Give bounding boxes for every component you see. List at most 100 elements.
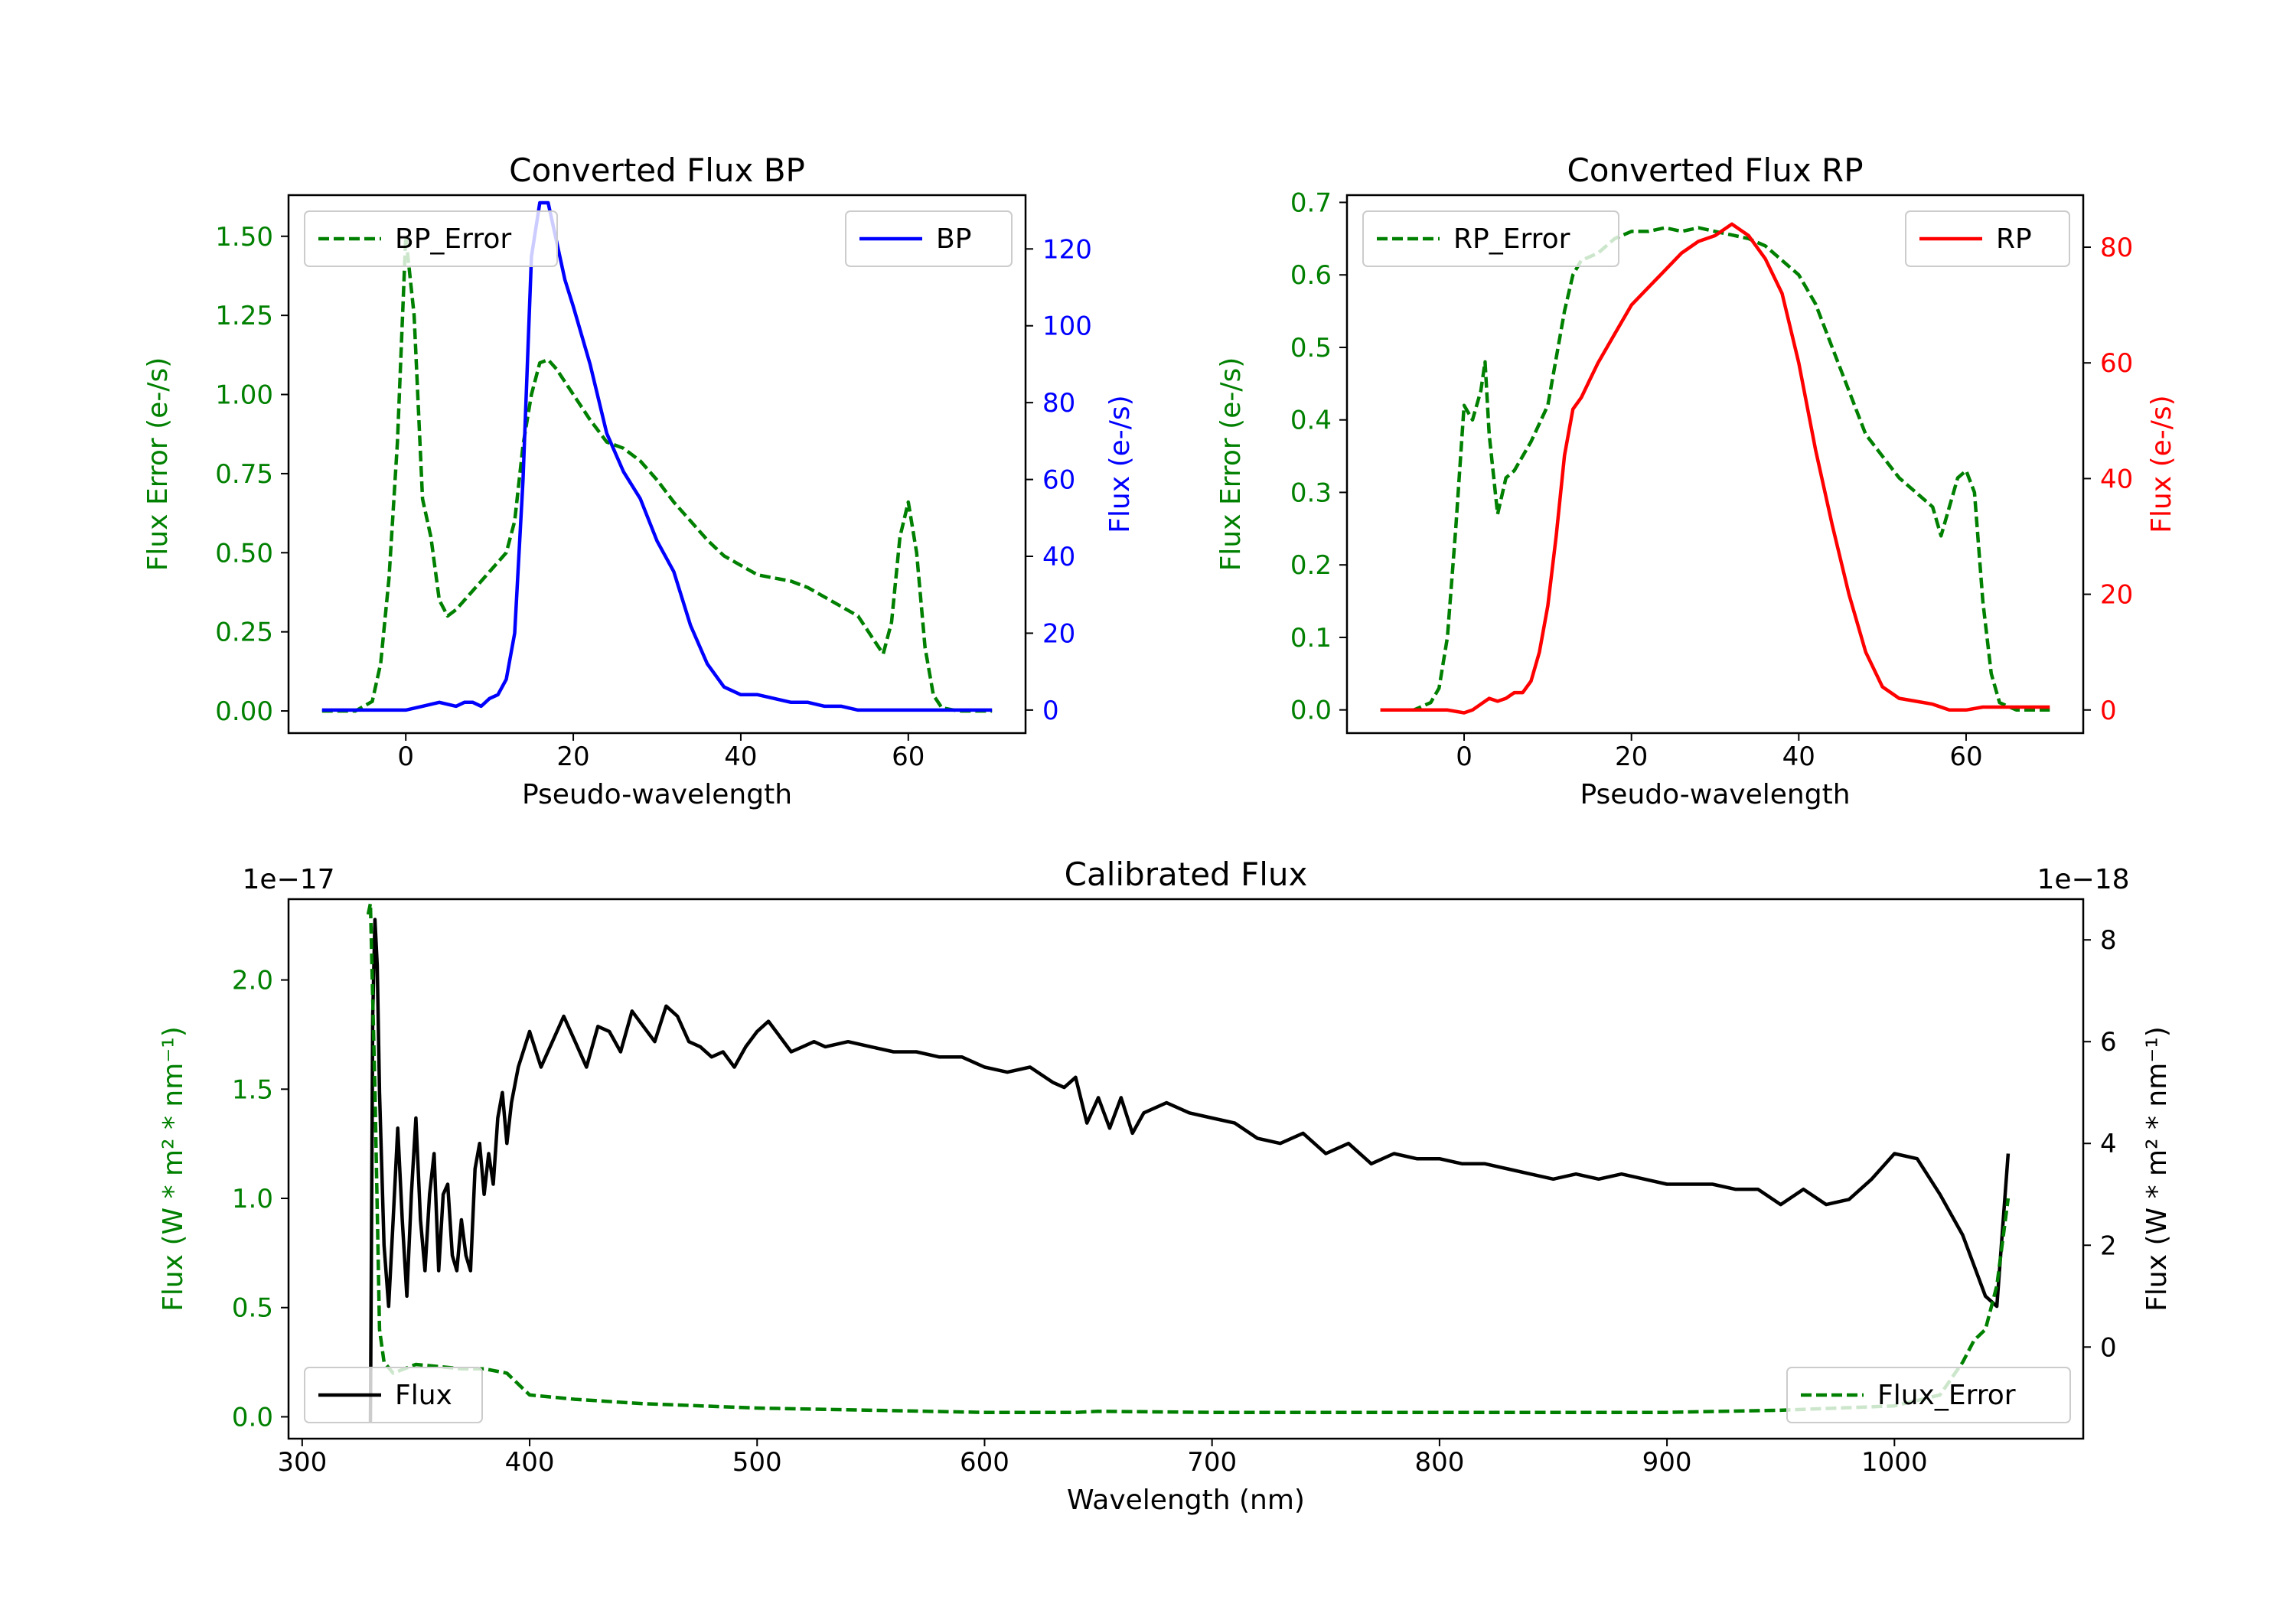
- x-tick-label: 600: [960, 1447, 1009, 1478]
- y-right-tick-label: 4: [2100, 1129, 2117, 1159]
- axes-frame: [287, 898, 2085, 1440]
- y-left-axis-label: Flux Error (e-/s): [142, 357, 174, 572]
- y-right-tick-label: 120: [1042, 234, 1092, 265]
- x-tick-label: 20: [556, 742, 589, 772]
- y-left-tick-label: 0.6: [1290, 260, 1332, 291]
- legend-box: [845, 210, 1013, 267]
- y-right-axis-label: Flux (e-/s): [1104, 395, 1136, 533]
- legend-box: [1786, 1367, 2071, 1423]
- y-left-tick-label: 1.5: [232, 1074, 273, 1105]
- legend-box: [304, 210, 558, 267]
- series-line-bp-error: [321, 234, 993, 713]
- legend-right: RP: [1905, 210, 2070, 267]
- legend-label: RP_Error: [1453, 223, 1570, 255]
- x-tick-label: 700: [1187, 1447, 1237, 1478]
- y-right-tick-label: 80: [1042, 388, 1075, 419]
- y-left-tick-label: 1.25: [215, 301, 273, 331]
- y-right-tick-label: 0: [1042, 696, 1059, 726]
- y-left-axis-label: Flux Error (e-/s): [1215, 357, 1247, 572]
- x-tick-label: 300: [277, 1447, 327, 1478]
- x-tick-label: 800: [1414, 1447, 1464, 1478]
- y-right-tick-label: 80: [2100, 233, 2133, 263]
- x-axis-label: Pseudo-wavelength: [522, 779, 792, 810]
- x-tick-label: 60: [892, 742, 925, 772]
- chart-panel-rp: 0 20 40 60 0.0 0.1 0.2 0.3 0.4 0.5 0.6 0.7 0 20 40 60 80…: [1215, 152, 2177, 810]
- y-right-tick-label: 60: [2100, 348, 2133, 379]
- y-right-offset-text: 1e−18: [2037, 864, 2129, 895]
- y-left-tick-label: 0.75: [215, 459, 273, 490]
- y-right-axis-label: Flux (e-/s): [2146, 395, 2177, 533]
- y-right-tick-label: 0: [2100, 696, 2117, 726]
- y-right-tick-label: 0: [2100, 1332, 2117, 1363]
- y-left-tick-label: 0.50: [215, 538, 273, 569]
- legend-label: BP_Error: [395, 223, 511, 255]
- series-line-bp: [321, 200, 993, 712]
- y-left-tick-label: 0.5: [232, 1293, 273, 1324]
- x-tick-label: 60: [1949, 742, 1982, 772]
- legend-left: BP_Error: [304, 210, 558, 267]
- x-tick-label: 40: [724, 742, 757, 772]
- y-right-tick-label: 40: [1042, 542, 1075, 572]
- legend-left: RP_Error: [1362, 210, 1619, 267]
- y-right-axis-label: Flux (W * m² * nm⁻¹): [2141, 1026, 2173, 1312]
- series-line-rp: [1380, 222, 2050, 715]
- x-axis-label: Wavelength (nm): [1067, 1485, 1305, 1516]
- y-left-tick-label: 0.7: [1290, 187, 1332, 218]
- y-left-tick-label: 0.25: [215, 618, 273, 648]
- legend-right: Flux_Error: [1786, 1367, 2071, 1423]
- x-tick-label: 20: [1615, 742, 1648, 772]
- x-tick-label: 0: [1456, 742, 1473, 772]
- y-left-tick-label: 0.4: [1290, 406, 1332, 436]
- legend-left: Flux: [304, 1367, 483, 1423]
- chart-panel-calibrated: 300 400 500 600 700 800 900 1000 0.0 0.5 1.0 1.5 2.0…: [158, 856, 2173, 1516]
- y-left-tick-label: 0.00: [215, 696, 273, 727]
- y-right-tick-label: 20: [1042, 618, 1075, 649]
- legend-label: Flux_Error: [1877, 1380, 2016, 1411]
- chart-title: Calibrated Flux: [1065, 856, 1308, 893]
- y-right-tick-label: 2: [2100, 1231, 2117, 1261]
- y-left-tick-label: 0.0: [1290, 696, 1332, 726]
- x-tick-label: 400: [505, 1447, 555, 1478]
- y-left-offset-text: 1e−17: [242, 864, 334, 895]
- axes-frame: [287, 194, 1027, 735]
- y-left-tick-label: 0.3: [1290, 478, 1332, 508]
- series-line-rp-error: [1380, 226, 2050, 712]
- x-tick-label: 40: [1782, 742, 1815, 772]
- y-right-tick-label: 60: [1042, 465, 1075, 496]
- legend-label: RP: [1996, 223, 2032, 255]
- x-axis-label: Pseudo-wavelength: [1580, 779, 1850, 810]
- y-right-tick-label: 8: [2100, 925, 2117, 956]
- legend-box: [304, 1367, 483, 1423]
- y-right-tick-label: 40: [2100, 464, 2133, 494]
- y-left-tick-label: 1.0: [232, 1184, 273, 1214]
- y-left-tick-label: 0.1: [1290, 623, 1332, 654]
- y-left-tick-label: 2.0: [232, 966, 273, 996]
- chart-panel-bp: 0 20 40 60 0.00 0.25 0.50 0.75 1.00 1.25 1.50 0 20 40…: [142, 152, 1136, 810]
- legend-label: BP: [936, 223, 971, 255]
- y-left-tick-label: 1.00: [215, 380, 273, 411]
- series-line-flux: [368, 918, 2011, 1424]
- x-tick-label: 500: [732, 1447, 782, 1478]
- y-left-axis-label: Flux (W * m² * nm⁻¹): [158, 1026, 189, 1312]
- plot-area: [321, 200, 993, 713]
- y-left-tick-label: 0.0: [232, 1402, 273, 1433]
- y-right-tick-label: 20: [2100, 580, 2133, 611]
- chart-title: Converted Flux BP: [509, 152, 805, 189]
- x-tick-label: 0: [397, 742, 414, 772]
- legend-box: [1905, 210, 2070, 267]
- x-tick-label: 1000: [1861, 1447, 1928, 1478]
- legend-label: Flux: [395, 1380, 452, 1411]
- y-left-tick-label: 0.5: [1290, 333, 1332, 363]
- y-left-tick-label: 1.50: [215, 222, 273, 253]
- legend-box: [1362, 210, 1619, 267]
- y-left-tick-label: 0.2: [1290, 550, 1332, 581]
- chart-title: Converted Flux RP: [1567, 152, 1863, 189]
- legend-right: BP: [845, 210, 1013, 267]
- y-right-tick-label: 100: [1042, 311, 1092, 342]
- x-tick-label: 900: [1642, 1447, 1692, 1478]
- axes-frame: [1345, 194, 2085, 735]
- plot-area: [1380, 222, 2050, 715]
- y-right-tick-label: 6: [2100, 1027, 2117, 1058]
